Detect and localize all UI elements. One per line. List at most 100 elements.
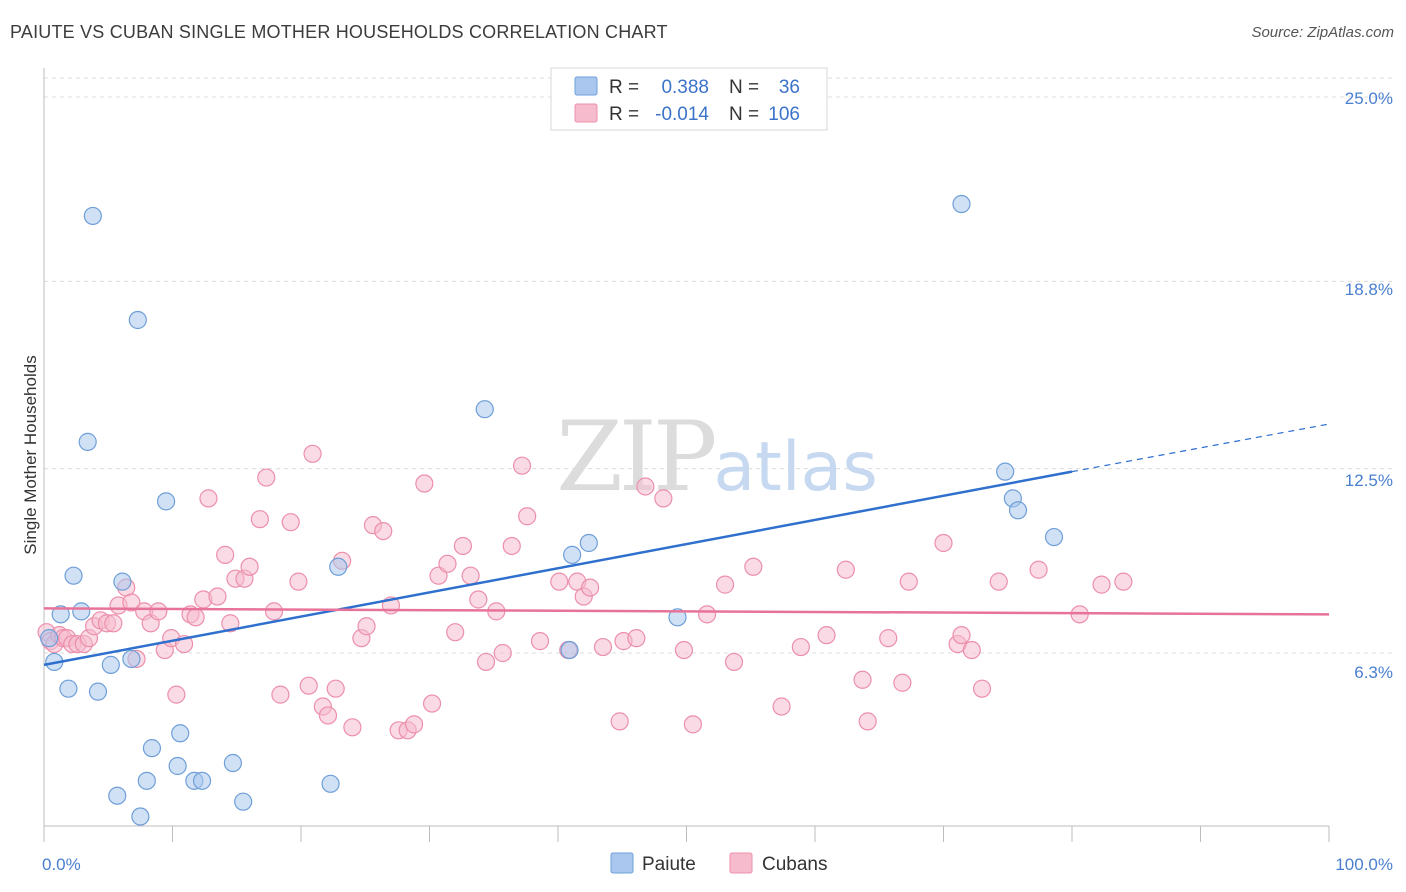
series-legend-swatch-paiute xyxy=(610,852,634,874)
cubans-point xyxy=(104,614,123,633)
legend-r-label: R = xyxy=(609,77,639,98)
cubans-point xyxy=(627,629,646,648)
paiute-point xyxy=(192,771,212,790)
cubans-point xyxy=(817,626,836,645)
cubans-point xyxy=(326,679,345,698)
cubans-point xyxy=(199,489,218,508)
cubans-point xyxy=(289,572,308,591)
watermark-atlas: atlas xyxy=(713,428,877,507)
cubans-point xyxy=(530,632,550,651)
cubans-point xyxy=(216,545,235,564)
paiute-point xyxy=(122,649,141,669)
y-tick-label: 25.0% xyxy=(1345,89,1393,108)
cubans-point xyxy=(899,572,918,591)
axes xyxy=(43,68,1330,842)
paiute-point xyxy=(234,792,253,811)
paiute-point xyxy=(128,310,147,330)
paiute-point xyxy=(156,492,176,511)
cubans-point xyxy=(264,602,284,621)
watermark: ZIPatlas xyxy=(556,401,878,513)
cubans-point xyxy=(972,679,992,698)
paiute-point xyxy=(78,432,97,451)
cubans-point xyxy=(934,533,953,553)
paiute-point xyxy=(59,679,78,698)
cubans-point xyxy=(240,557,259,576)
legend-r-value: -0.014 xyxy=(655,104,709,125)
legend-swatch-paiute xyxy=(574,76,598,96)
cubans-point xyxy=(744,557,763,576)
cubans-point xyxy=(715,575,735,594)
cubans-point xyxy=(1114,572,1133,591)
paiute-point xyxy=(113,572,132,591)
cubans-point xyxy=(836,560,855,579)
cubans-point xyxy=(453,536,473,556)
paiute-point xyxy=(579,533,598,553)
paiute-point xyxy=(51,605,70,624)
paiute-point xyxy=(668,608,687,627)
cubans-point xyxy=(1029,560,1048,579)
paiute-point xyxy=(142,739,162,758)
cubans-point xyxy=(446,623,465,642)
cubans-point xyxy=(697,605,717,624)
cubans-point xyxy=(167,685,186,704)
cubans-point xyxy=(853,670,872,689)
y-tick-label: 6.3% xyxy=(1354,663,1393,682)
cubans-point xyxy=(791,637,810,657)
series-legend-label-paiute: Paiute xyxy=(642,854,696,875)
cubans-point xyxy=(149,602,168,621)
series-legend: Paiute Cubans xyxy=(610,852,828,875)
cubans-point xyxy=(469,590,488,609)
cubans-point xyxy=(581,578,600,597)
paiute-point xyxy=(168,756,187,776)
paiute-point xyxy=(1044,527,1064,547)
paiute-point xyxy=(563,545,582,564)
cubans-point xyxy=(404,715,424,734)
paiute-point xyxy=(88,682,108,701)
paiute-point xyxy=(1008,501,1028,520)
paiute-point xyxy=(40,629,59,648)
paiute-point xyxy=(171,724,190,743)
cubans-point xyxy=(318,706,338,725)
legend-n-value: 36 xyxy=(779,77,800,98)
cubans-point xyxy=(122,593,141,612)
x-tick-label-max: 100.0% xyxy=(1335,855,1393,874)
cubans-point xyxy=(952,626,971,645)
cubans-point xyxy=(357,617,376,636)
source-label: Source: ZipAtlas.com xyxy=(1251,24,1394,41)
cubans-point xyxy=(461,566,480,585)
legend-r-value: 0.388 xyxy=(661,77,709,98)
cubans-point xyxy=(593,637,613,657)
legend-swatch-cubans xyxy=(574,103,598,123)
paiute-trend-line xyxy=(43,470,1073,667)
paiute-point xyxy=(996,462,1015,481)
paiute-trend-extension xyxy=(1071,423,1330,473)
cubans-point xyxy=(438,554,457,573)
cubans-point xyxy=(415,474,434,493)
paiute-point xyxy=(131,807,150,826)
cubans-point xyxy=(518,507,537,526)
cubans-point xyxy=(724,652,744,672)
cubans-point xyxy=(512,456,532,475)
cubans-point xyxy=(893,673,912,692)
cubans-point xyxy=(343,718,362,737)
paiute-point xyxy=(475,400,494,419)
cubans-point xyxy=(186,608,205,627)
cubans-point xyxy=(476,652,496,672)
paiute-point xyxy=(560,640,579,660)
legend-n-value: 106 xyxy=(768,104,800,125)
x-tick-label-min: 0.0% xyxy=(42,855,81,874)
legend-r-label: R = xyxy=(609,104,639,125)
cubans-point xyxy=(221,614,240,633)
paiute-point xyxy=(64,566,83,585)
cubans-point xyxy=(610,712,629,731)
paiute-point xyxy=(108,786,127,805)
chart-title: PAIUTE VS CUBAN SINGLE MOTHER HOUSEHOLDS… xyxy=(10,22,668,42)
paiute-point xyxy=(137,771,156,790)
cubans-trend-line xyxy=(43,607,1330,616)
paiute-point xyxy=(83,206,102,226)
cubans-point xyxy=(1092,575,1111,594)
cubans-point xyxy=(962,640,981,660)
cubans-point xyxy=(989,572,1008,591)
cubans-point xyxy=(683,715,703,734)
cubans-point xyxy=(299,676,318,695)
